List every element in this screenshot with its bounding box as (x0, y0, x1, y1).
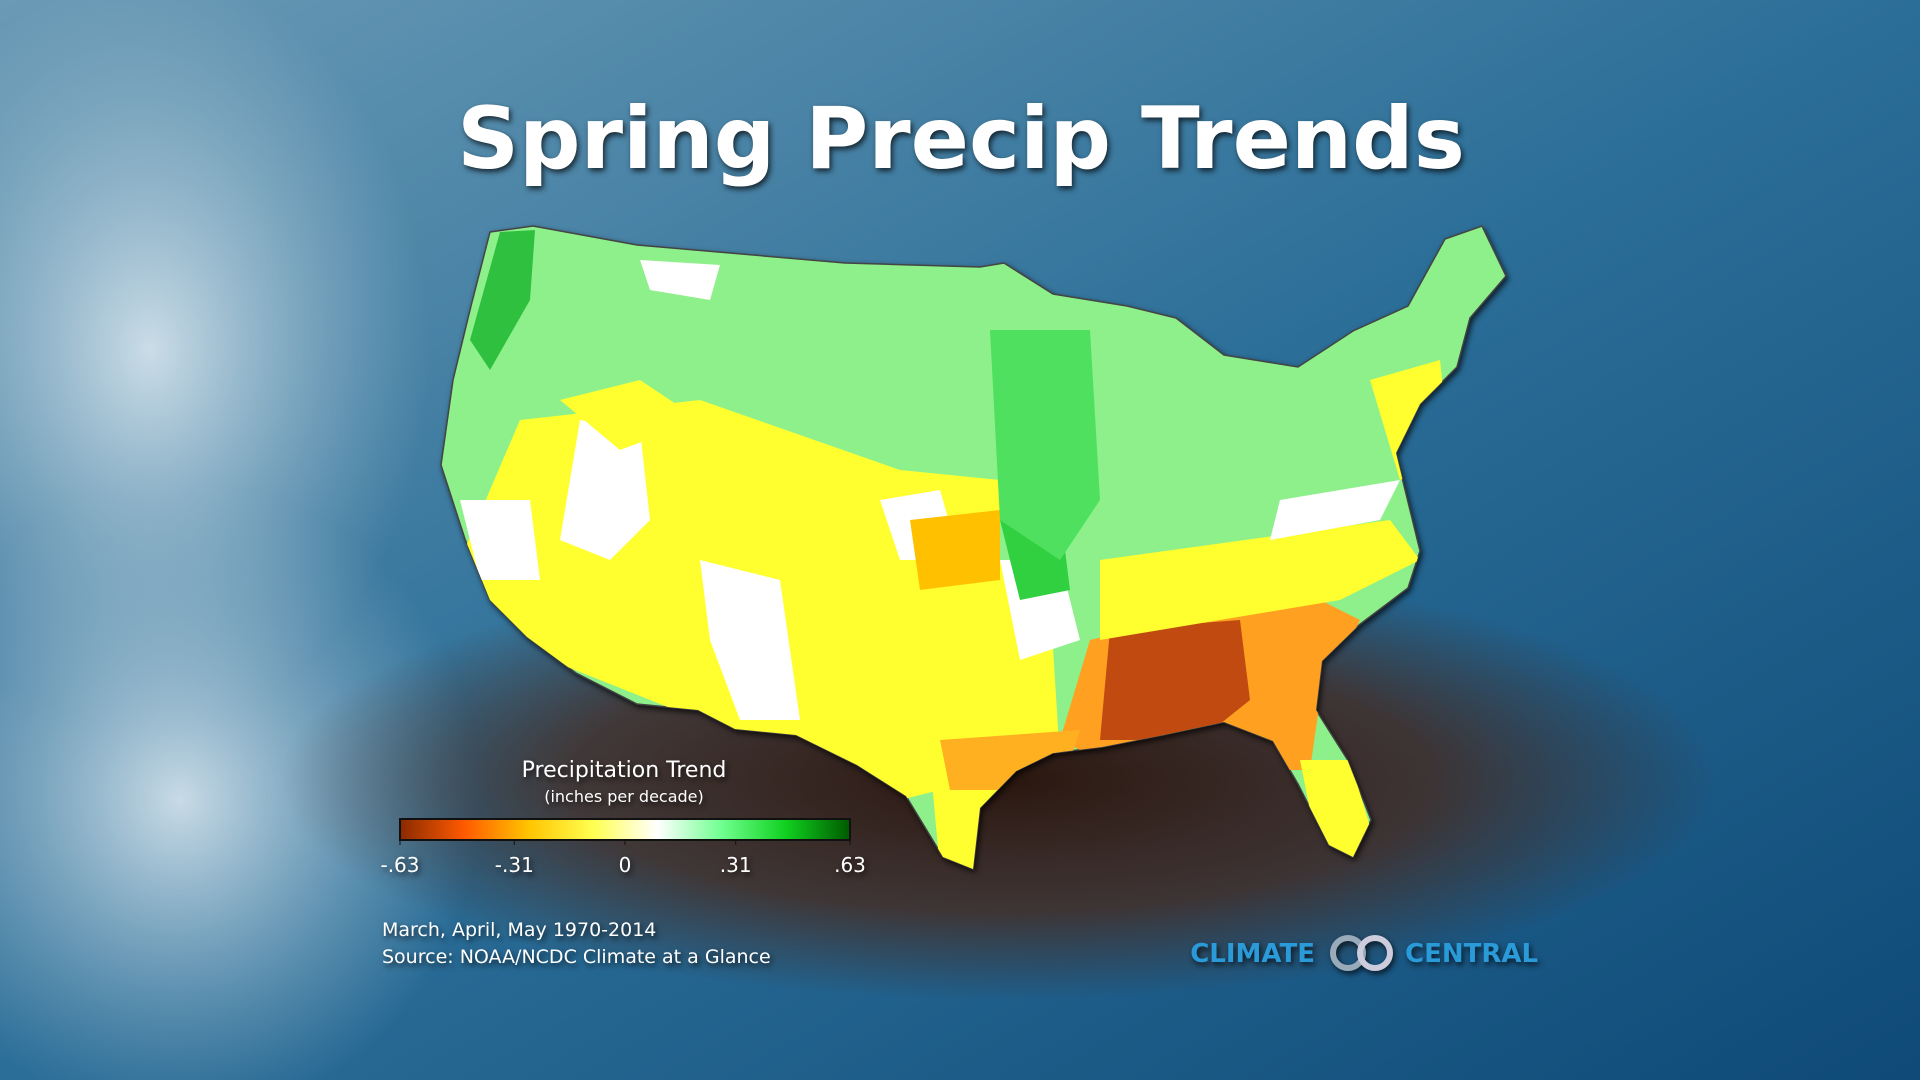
color-scale (399, 818, 851, 841)
legend-subtitle: (inches per decade) (544, 787, 704, 806)
legend-ticks: -.63 -.31 0 .31 .63 (380, 840, 866, 877)
logo-ring (1357, 935, 1393, 971)
flower-blur (0, 480, 480, 1080)
footnote: Source: NOAA/NCDC Climate at a Glance (382, 946, 771, 968)
logo-text: CLIMATE (1190, 939, 1315, 969)
logo-text: CENTRAL (1405, 939, 1538, 969)
footnote: March, April, May 1970-2014 (382, 919, 656, 941)
legend-title: Precipitation Trend (522, 758, 727, 783)
tick-label: -.31 (495, 853, 534, 877)
tick-label: 0 (619, 853, 632, 877)
tick-label: .31 (720, 853, 752, 877)
logo: CLIMATE CENTRAL (1190, 935, 1538, 971)
us-map (440, 225, 1507, 870)
tick-label: -.63 (380, 853, 419, 877)
tick-label: .63 (834, 853, 866, 877)
title: Spring Precip Trends (457, 89, 1465, 189)
